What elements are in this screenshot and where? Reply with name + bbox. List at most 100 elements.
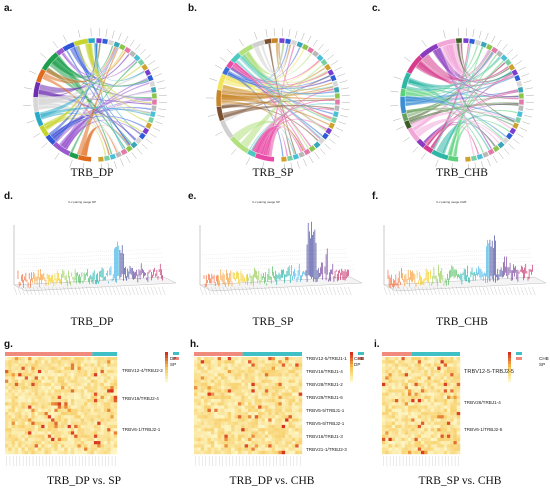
heatmap-cell: [447, 357, 451, 361]
chord-segment: [504, 58, 513, 67]
heatmap-cell: [214, 386, 218, 390]
heatmap-cell: [64, 357, 68, 361]
heatmap-cell: [264, 441, 269, 445]
chord-segment: [148, 80, 156, 88]
heatmap-cell: [84, 437, 88, 442]
heatmap-cell: [404, 395, 409, 400]
heatmap-cell: [251, 363, 255, 367]
chord-label-tick: [120, 158, 124, 167]
heatmap-cell: [31, 408, 35, 413]
heatmap-cell: [51, 357, 55, 361]
heatmap-cell: [24, 392, 29, 396]
heatmap-cell: [382, 369, 386, 374]
heatmap-cell: [207, 395, 212, 400]
heatmap-cell: [207, 441, 212, 445]
heatmap-cell: [231, 366, 235, 371]
heatmap-cell: [421, 366, 425, 371]
heatmap-cell: [434, 441, 438, 445]
heatmap-cell: [254, 373, 259, 377]
chord-label-tick: [421, 40, 427, 47]
heatmap-cell: [450, 402, 454, 406]
heatmap-cell: [41, 450, 45, 455]
heatmap-cell: [5, 450, 9, 455]
heatmap-cell: [291, 428, 296, 432]
heatmap-cell: [261, 418, 266, 422]
chord-label-tick: [41, 142, 48, 149]
heatmap-cell: [227, 424, 232, 429]
heatmap-cell: [47, 382, 52, 387]
chord-label-tick: [393, 118, 401, 121]
plot-gridline: [395, 268, 541, 276]
heatmap-cell: [37, 434, 42, 439]
plot-gridline: [201, 248, 347, 256]
heatmap-cell: [200, 376, 205, 380]
heatmap-cell: [67, 408, 72, 413]
heatmap-cell: [90, 369, 95, 374]
heatmap-cell: [391, 382, 396, 387]
chord-segment: [485, 43, 494, 51]
heatmap-cell: [447, 379, 451, 384]
heatmap-cell: [110, 431, 114, 435]
heatmap-cell: [97, 434, 101, 439]
heatmap-cell: [440, 437, 444, 442]
heatmap-cell: [11, 389, 16, 393]
heatmap-cell: [401, 360, 405, 364]
heatmap-cell: [61, 421, 65, 426]
heatmap-cell: [411, 418, 415, 422]
heatmap-cell: [295, 357, 299, 361]
heatmap-cell: [214, 434, 218, 439]
heatmap-cell: [21, 392, 25, 396]
heatmap-cell: [391, 441, 396, 445]
heatmap-cell: [278, 386, 282, 390]
heatmap-cell: [113, 431, 118, 435]
heatmap-cell: [217, 408, 222, 413]
heatmap-cell: [434, 428, 438, 432]
heatmap-cell: [398, 411, 402, 416]
chord-label-tick: [284, 163, 286, 172]
heatmap-cell: [14, 386, 19, 390]
heatmap-cell: [31, 373, 35, 377]
heatmap-cell: [90, 399, 95, 403]
heatmap-cell: [395, 357, 399, 361]
heatmap-cell: [401, 373, 405, 377]
heatmap-cell: [57, 376, 62, 380]
chord-segment: [133, 53, 142, 62]
heatmap-cell: [411, 357, 415, 361]
heatmap-cell: [258, 363, 262, 367]
heatmap-cell: [64, 399, 68, 403]
heatmap-cell: [391, 369, 396, 374]
heatmap-cell: [87, 402, 91, 406]
heatmap-cell: [227, 415, 232, 419]
heatmap-cell: [18, 424, 22, 429]
panel-h-caption: TRB_DP vs. CHB: [230, 475, 315, 487]
heatmap-cell: [395, 376, 399, 380]
heatmap-cell: [291, 395, 296, 400]
heatmap-cell: [447, 395, 451, 400]
heatmap-cell: [28, 363, 32, 367]
heatmap-cell: [453, 437, 457, 442]
chord-segment: [490, 46, 499, 55]
heatmap-cell: [291, 399, 296, 403]
heatmap-cell: [24, 373, 29, 377]
heatmap-cell: [398, 382, 402, 387]
heatmap-cell: [450, 408, 454, 413]
heatmap-cell: [424, 402, 428, 406]
heatmap-cell: [224, 399, 228, 403]
heatmap-cell: [87, 369, 91, 374]
heatmap-cell: [21, 357, 25, 361]
heatmap-cell: [427, 428, 431, 432]
heatmap-cell: [298, 402, 303, 406]
heatmap-cell: [456, 369, 461, 374]
heatmap-cell: [434, 376, 438, 380]
heatmap-cell: [100, 408, 105, 413]
chord-label-tick: [29, 70, 37, 75]
heatmap-cell: [210, 382, 215, 387]
heatmap-cell: [424, 411, 428, 416]
heatmap-cell: [254, 363, 259, 367]
heatmap-cell: [224, 376, 228, 380]
heatmap-cell: [74, 450, 78, 455]
heatmap-cell: [54, 437, 58, 442]
heatmap-cell: [41, 405, 45, 409]
heatmap-cell: [443, 405, 448, 409]
heatmap-cell: [291, 357, 296, 361]
